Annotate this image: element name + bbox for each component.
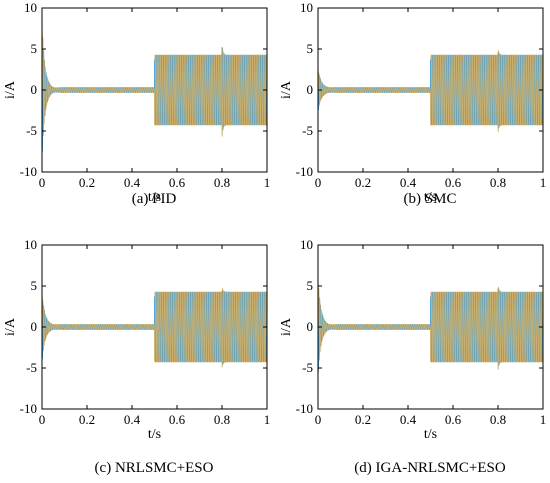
x-tick-label: 0.6	[169, 175, 186, 190]
y-tick-label: 5	[307, 278, 314, 293]
x-tick-label: 0.4	[124, 412, 141, 427]
x-tick-label: 0.8	[490, 412, 506, 427]
y-tick-label: 5	[31, 278, 38, 293]
y-tick-label: -10	[20, 401, 37, 416]
x-tick-label: 0.8	[490, 175, 506, 190]
y-tick-label: -5	[26, 360, 37, 375]
panel-3: 0 0.2 0.4 0.6 0.8 1 -10 -5 0 5 10 t/s i/A (c) NRLSMC+…	[3, 237, 270, 476]
y-tick-label: 10	[24, 237, 37, 252]
y-tick-label: 0	[307, 319, 314, 334]
y-tick-label: 5	[307, 41, 314, 56]
x-axis-label: t/s	[424, 427, 437, 442]
panel-2: 0 0.2 0.4 0.6 0.8 1 -10 -5 0 5 10 t/s i/A (b) SMC	[279, 0, 546, 207]
x-tick-label: 0.4	[124, 175, 141, 190]
y-tick-label: -5	[302, 123, 313, 138]
y-axis-label: i/A	[279, 80, 294, 99]
y-tick-label: 5	[31, 41, 38, 56]
x-tick-label: 1	[264, 175, 271, 190]
y-tick-label: 0	[31, 82, 38, 97]
x-tick-label: 0	[39, 175, 46, 190]
x-tick-label: 0.8	[214, 412, 230, 427]
x-tick-label: 1	[264, 412, 271, 427]
y-tick-label: 10	[24, 0, 37, 15]
panel-4: 0 0.2 0.4 0.6 0.8 1 -10 -5 0 5 10 t/s i/A (d) IGA-NRL…	[279, 237, 546, 476]
series-line-3	[318, 287, 543, 370]
panel-caption: (a) PID	[132, 191, 177, 207]
y-axis-label: i/A	[279, 317, 294, 336]
x-tick-label: 0	[315, 175, 322, 190]
x-tick-label: 1	[540, 175, 547, 190]
y-axis-label: i/A	[3, 317, 18, 336]
y-tick-label: -5	[26, 123, 37, 138]
x-axis-label: t/s	[424, 190, 437, 205]
y-tick-label: -10	[20, 164, 37, 179]
x-tick-label: 0.8	[214, 175, 230, 190]
panel-1: 0 0.2 0.4 0.6 0.8 1 -10 -5 0 5 10 t/s i/A (a) PID	[3, 0, 270, 207]
y-tick-label: 0	[307, 82, 314, 97]
panel-caption: (b) SMC	[404, 191, 457, 207]
x-tick-label: 0.2	[355, 412, 371, 427]
x-tick-label: 0.2	[355, 175, 371, 190]
series-line-3	[42, 36, 267, 137]
y-tick-label: -10	[296, 401, 313, 416]
y-tick-label: 10	[300, 237, 313, 252]
x-tick-label: 0.4	[400, 412, 417, 427]
y-tick-label: 10	[300, 0, 313, 15]
x-tick-label: 0.2	[79, 412, 95, 427]
x-tick-label: 0.6	[445, 175, 462, 190]
series-line-3	[318, 52, 543, 132]
x-tick-label: 0.4	[400, 175, 417, 190]
x-tick-label: 0.2	[79, 175, 95, 190]
x-tick-label: 0.6	[169, 412, 186, 427]
panel-caption: (d) IGA-NRLSMC+ESO	[354, 460, 506, 476]
x-tick-label: 0.6	[445, 412, 462, 427]
x-tick-label: 0	[315, 412, 322, 427]
y-tick-label: -10	[296, 164, 313, 179]
x-tick-label: 1	[540, 412, 547, 427]
series-line-3	[42, 290, 267, 368]
y-tick-label: -5	[302, 360, 313, 375]
x-tick-label: 0	[39, 412, 46, 427]
panel-caption: (c) NRLSMC+ESO	[95, 460, 214, 476]
y-axis-label: i/A	[3, 80, 18, 99]
y-tick-label: 0	[31, 319, 38, 334]
x-axis-label: t/s	[148, 190, 161, 205]
x-axis-label: t/s	[148, 427, 161, 442]
